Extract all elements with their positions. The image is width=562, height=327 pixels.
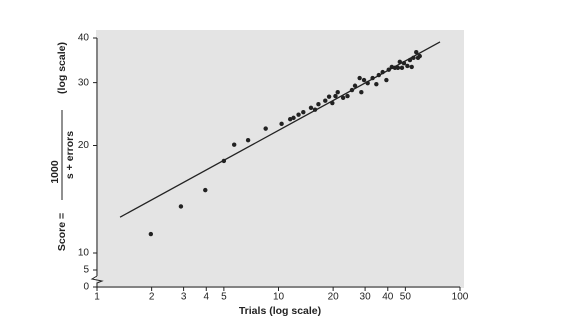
data-point	[231, 142, 237, 147]
x-tick-label: 10	[273, 292, 285, 303]
x-tick-label: 20	[328, 292, 340, 303]
data-point	[203, 187, 208, 193]
data-point	[399, 65, 405, 71]
data-point	[386, 67, 391, 72]
axis-break	[90, 275, 104, 287]
data-point	[221, 158, 227, 164]
data-point	[330, 100, 335, 106]
y-tick-label: 40	[78, 33, 90, 44]
data-point	[291, 115, 296, 121]
fit-line	[119, 41, 441, 218]
data-point	[409, 64, 414, 70]
data-point	[345, 93, 350, 99]
data-point	[411, 55, 416, 61]
data-point	[417, 53, 422, 59]
data-point	[407, 57, 413, 63]
data-point	[326, 94, 332, 99]
data-point	[263, 126, 268, 131]
x-tick-label: 100	[452, 292, 469, 303]
y-label-prefix: Score =	[56, 213, 68, 251]
data-point	[349, 87, 355, 93]
data-point	[401, 61, 407, 66]
data-point	[365, 80, 370, 86]
data-point	[370, 75, 375, 81]
data-point	[301, 109, 306, 115]
data-point	[357, 75, 362, 81]
data-point	[340, 95, 346, 101]
y-label-numerator: 1000	[49, 160, 61, 184]
y-label-denominator: s + errors	[64, 131, 76, 179]
data-point	[414, 50, 419, 55]
data-point	[384, 77, 389, 83]
x-tick-label: 5	[221, 292, 227, 303]
plot-background	[96, 30, 464, 288]
data-point	[296, 112, 301, 117]
data-point	[148, 231, 154, 237]
data-point	[352, 83, 358, 88]
data-point	[245, 137, 251, 143]
y-tick-label: 20	[78, 140, 90, 151]
x-tick-label: 4	[203, 292, 209, 303]
data-point	[361, 77, 367, 83]
x-tick-label: 1	[94, 292, 100, 303]
data-point	[374, 81, 379, 87]
y-label-scale: (log scale)	[56, 42, 68, 94]
data-point	[308, 105, 314, 111]
x-axis-label: Trials (log scale)	[239, 305, 321, 317]
data-point	[279, 121, 284, 127]
y-tick-label: 0	[83, 282, 89, 293]
data-point	[178, 204, 184, 209]
x-tick-label: 50	[400, 292, 412, 303]
data-point	[333, 93, 338, 99]
data-point	[323, 98, 328, 103]
x-tick-label: 2	[149, 292, 155, 303]
data-point	[312, 107, 318, 112]
data-point	[335, 90, 340, 95]
data-point	[287, 116, 293, 122]
data-point	[380, 69, 385, 75]
y-tick-label: 5	[83, 265, 89, 276]
data-point	[376, 72, 382, 78]
x-tick-label: 30	[360, 292, 372, 303]
data-point	[397, 59, 403, 65]
y-tick-label: 10	[78, 248, 90, 259]
data-point	[405, 63, 410, 69]
data-point	[359, 90, 364, 95]
y-tick-label: 30	[78, 77, 90, 88]
data-point	[395, 65, 401, 71]
x-tick-label: 3	[181, 292, 187, 303]
x-tick-label: 40	[382, 292, 394, 303]
data-point	[316, 102, 321, 107]
